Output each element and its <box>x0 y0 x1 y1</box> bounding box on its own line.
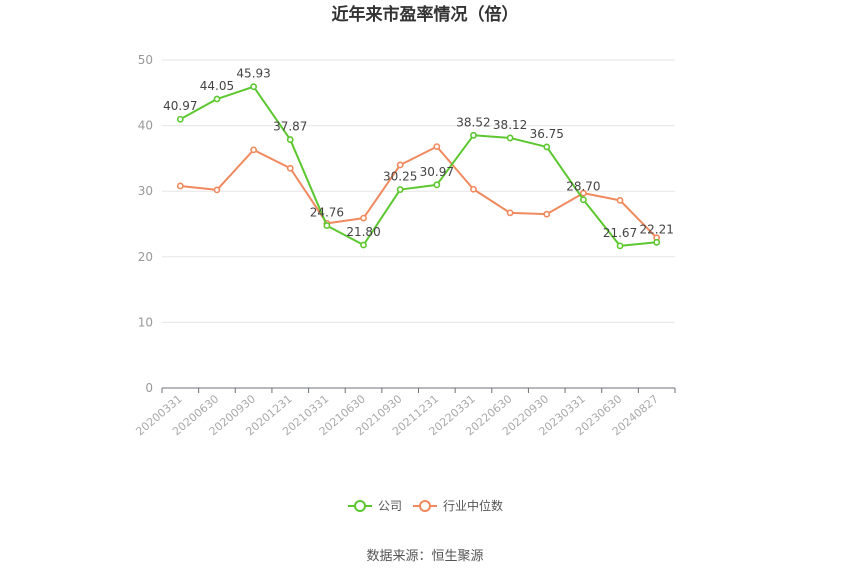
series-line-1 <box>180 145 658 239</box>
data-label: 21.80 <box>346 225 380 239</box>
y-tick-label: 50 <box>138 53 153 67</box>
chart-title: 近年来市盈率情况（倍） <box>332 4 519 25</box>
data-label: 40.97 <box>163 99 197 113</box>
series-point-0 <box>250 83 258 91</box>
data-label: 24.76 <box>310 206 344 220</box>
y-tick-label: 0 <box>145 381 153 395</box>
y-tick-label: 10 <box>138 315 153 329</box>
series-point-1 <box>433 143 441 150</box>
series-point-1 <box>543 210 551 218</box>
data-label: 22.21 <box>639 222 673 236</box>
series-point-0 <box>360 241 367 249</box>
data-label: 37.87 <box>273 120 307 134</box>
legend-item-0[interactable]: 公司 <box>348 499 402 513</box>
legend[interactable]: 公司 行业中位数 <box>348 498 503 513</box>
series-point-0 <box>579 196 587 204</box>
series-point-1 <box>616 196 624 204</box>
series-point-1 <box>286 164 294 172</box>
series-point-1 <box>176 182 184 190</box>
series-point-0 <box>653 238 661 246</box>
legend-label: 公司 <box>378 499 402 513</box>
data-label: 44.05 <box>200 79 234 93</box>
y-tick-label: 30 <box>138 184 153 198</box>
series-point-0 <box>433 181 441 189</box>
legend-item-1[interactable]: 行业中位数 <box>413 498 503 513</box>
series-point-0 <box>286 136 294 143</box>
series <box>176 83 661 250</box>
data-label: 30.97 <box>420 165 454 179</box>
data-label: 30.25 <box>383 170 417 184</box>
series-point-1 <box>506 209 514 217</box>
data-label: 36.75 <box>530 127 564 141</box>
y-tick-label: 20 <box>138 250 153 264</box>
series-point-1 <box>250 146 258 154</box>
series-line-0 <box>179 85 657 247</box>
series-point-0 <box>543 143 551 151</box>
series-point-1 <box>213 186 221 194</box>
series-point-1 <box>360 214 367 222</box>
series-point-1 <box>396 161 404 169</box>
series-point-0 <box>176 115 184 123</box>
series-point-0 <box>470 131 477 139</box>
data-label: 45.93 <box>236 67 270 81</box>
legend-swatch-marker <box>419 500 431 512</box>
data-label: 38.52 <box>456 115 490 129</box>
series-point-0 <box>506 134 514 142</box>
source-note: 数据来源：恒生聚源 <box>366 549 483 564</box>
series-point-0 <box>213 95 221 103</box>
series-point-1 <box>579 189 587 197</box>
legend-swatch-marker <box>354 500 366 512</box>
series-point-1 <box>470 185 477 193</box>
data-label: 38.12 <box>493 118 527 132</box>
data-label: 21.67 <box>603 226 637 240</box>
series-point-0 <box>396 186 404 193</box>
series-point-0 <box>323 222 331 229</box>
series-point-0 <box>616 242 624 250</box>
y-tick-label: 40 <box>138 119 153 133</box>
axes: 0102030405020200331202006302020093020201… <box>133 53 676 438</box>
data-label: 28.70 <box>566 180 600 194</box>
grid <box>162 59 675 323</box>
legend-label: 行业中位数 <box>443 498 503 513</box>
